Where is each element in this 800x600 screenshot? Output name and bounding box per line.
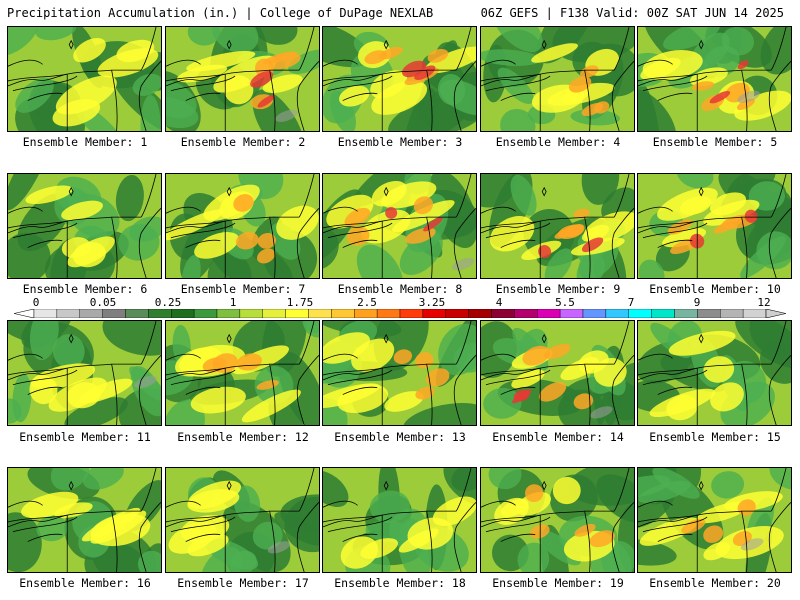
colorbar-tick-label: 0 [32, 296, 40, 309]
ensemble-member-label: Ensemble Member: 8 [337, 282, 463, 296]
ensemble-member-label: Ensemble Member: 14 [492, 430, 624, 444]
colorbar-segment [239, 309, 263, 318]
ensemble-member-map [637, 320, 792, 426]
colorbar-high-arrow [765, 309, 786, 318]
colorbar-segment [720, 309, 744, 318]
ensemble-member-label: Ensemble Member: 4 [495, 135, 621, 149]
colorbar-segment [193, 309, 218, 318]
ensemble-member-map [7, 320, 162, 426]
ensemble-member-map [480, 26, 635, 132]
colorbar-segment [262, 309, 286, 318]
colorbar-segment [651, 309, 675, 318]
ensemble-member-label: Ensemble Member: 16 [19, 576, 151, 590]
ensemble-member-map [637, 26, 792, 132]
ensemble-member-label: Ensemble Member: 5 [652, 135, 778, 149]
colorbar-segment [216, 309, 241, 318]
ensemble-member-map [165, 320, 320, 426]
colorbar-tick-label: 4 [495, 296, 503, 309]
valid-time-label: 06Z GEFS | F138 Valid: 00Z SAT JUN 14 20… [480, 6, 784, 20]
colorbar-segment [171, 309, 195, 318]
colorbar-tick-label: 9 [693, 296, 701, 309]
ensemble-member-label: Ensemble Member: 7 [180, 282, 306, 296]
colorbar-segment [697, 309, 721, 318]
ensemble-member-map [7, 26, 162, 132]
ensemble-member-label: Ensemble Member: 20 [649, 576, 781, 590]
colorbar-segment [422, 309, 446, 318]
colorbar-segment [491, 309, 515, 318]
colorbar-tick-label: 1 [229, 296, 237, 309]
ensemble-member-map [480, 467, 635, 573]
ensemble-member-map [165, 26, 320, 132]
ensemble-member-map [637, 467, 792, 573]
colorbar-segment [354, 309, 378, 318]
colorbar-tick-label: 12 [757, 296, 771, 309]
colorbar-segment [331, 309, 355, 318]
ensemble-member-label: Ensemble Member: 15 [649, 430, 781, 444]
colorbar-segment [125, 309, 149, 318]
colorbar-tick-label: 1.75 [286, 296, 314, 309]
colorbar-tick-label: 0.05 [89, 296, 117, 309]
map-title: Precipitation Accumulation (in.) | Colle… [7, 6, 434, 20]
ensemble-member-map [637, 173, 792, 279]
colorbar-segment [56, 309, 80, 318]
ensemble-member-label: Ensemble Member: 10 [649, 282, 781, 296]
ensemble-member-map [480, 320, 635, 426]
ensemble-member-label: Ensemble Member: 12 [177, 430, 309, 444]
ensemble-member-map [165, 173, 320, 279]
colorbar-low-arrow [14, 309, 35, 318]
colorbar-tick-label: 3.25 [418, 296, 446, 309]
ensemble-member-label: Ensemble Member: 2 [180, 135, 306, 149]
colorbar [14, 309, 786, 318]
ensemble-member-map [322, 467, 477, 573]
colorbar-segment [399, 309, 424, 318]
ensemble-member-map [7, 467, 162, 573]
colorbar-tick-label: 0.25 [154, 296, 182, 309]
colorbar-segment [102, 309, 126, 318]
colorbar-tick-label: 5.5 [555, 296, 575, 309]
colorbar-segment [514, 309, 538, 318]
ensemble-member-map [322, 320, 477, 426]
colorbar-segment [674, 309, 698, 318]
ensemble-member-label: Ensemble Member: 1 [22, 135, 148, 149]
ensemble-member-map [165, 467, 320, 573]
ensemble-member-label: Ensemble Member: 11 [19, 430, 151, 444]
colorbar-segment [582, 309, 607, 318]
colorbar-segment [559, 309, 584, 318]
ensemble-member-label: Ensemble Member: 3 [337, 135, 463, 149]
colorbar-tick-label: 7 [627, 296, 635, 309]
colorbar-tick-label: 2.5 [357, 296, 377, 309]
colorbar-segment [468, 309, 492, 318]
colorbar-segment [537, 309, 561, 318]
colorbar-segment [79, 309, 103, 318]
colorbar-segment [376, 309, 401, 318]
colorbar-segment [308, 309, 332, 318]
colorbar-segment [148, 309, 172, 318]
colorbar-segment [742, 309, 767, 318]
ensemble-member-label: Ensemble Member: 18 [334, 576, 466, 590]
ensemble-member-label: Ensemble Member: 6 [22, 282, 148, 296]
ensemble-member-map [480, 173, 635, 279]
ensemble-member-label: Ensemble Member: 9 [495, 282, 621, 296]
ensemble-member-label: Ensemble Member: 13 [334, 430, 466, 444]
ensemble-member-map [7, 173, 162, 279]
ensemble-member-label: Ensemble Member: 17 [177, 576, 309, 590]
colorbar-segment [33, 309, 58, 318]
colorbar-segment [445, 309, 469, 318]
ensemble-member-map [322, 173, 477, 279]
ensemble-member-label: Ensemble Member: 19 [492, 576, 624, 590]
colorbar-segment [285, 309, 309, 318]
colorbar-segment [605, 309, 629, 318]
colorbar-segment [628, 309, 652, 318]
ensemble-member-map [322, 26, 477, 132]
